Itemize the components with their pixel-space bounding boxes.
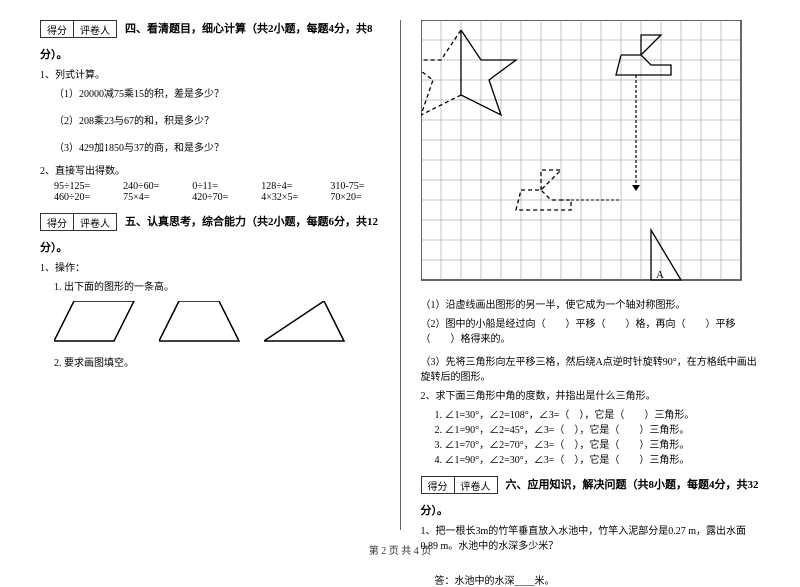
math-2-5: 70×20=: [330, 192, 379, 203]
grid-q-c: （3）先将三角形向左平移三格，然后绕A点逆时针旋转90°，在方格纸中画出旋转后的…: [421, 353, 761, 383]
section-4-title-text: 四、看清题目，细心计算（共2小题，每题4分，共8: [125, 23, 373, 35]
column-divider: [400, 20, 401, 530]
parallelogram-shape: [54, 301, 139, 346]
section-5-cont: 分）。: [40, 239, 380, 255]
score-box: 得分 评卷人: [40, 20, 117, 38]
grader-label: 评卷人: [73, 20, 117, 38]
grid-diagram: A: [421, 20, 751, 290]
grid-q-a: （1）沿虚线画出图形的另一半，使它成为一个轴对称图形。: [421, 296, 761, 311]
q1-c: （3）429加1850与37的商，和是多少？: [54, 139, 380, 154]
section-5-header: 得分 评卷人 五、认真思考，综合能力（共2小题，每题6分，共12: [40, 213, 380, 235]
grid-q-b: （2）图中的小船是经过向（ ）平移（ ）格，再向（ ）平移（ ）格得来的。: [421, 315, 761, 345]
r-q2-head: 2、求下面三角形中角的度数，并指出是什么三角形。: [421, 387, 761, 402]
r-q2-l1: 1. ∠1=30°，∠2=108°，∠3=（ ），它是（ ）三角形。: [435, 406, 761, 421]
section-4-title: 四、看清题目，细心计算（共2小题，每题4分，共8: [125, 20, 373, 36]
page-footer: 第 2 页 共 4 页: [0, 542, 800, 557]
score-label-5: 得分: [40, 213, 73, 231]
s5-q1-head: 1、操作：: [40, 259, 380, 274]
math-row-1: 95÷125= 240÷60= 0÷11= 128÷4= 310-75=: [54, 181, 380, 192]
score-box-5: 得分 评卷人: [40, 213, 117, 231]
math-1-1: 95÷125=: [54, 181, 103, 192]
r-q2-l4: 4. ∠1=90°，∠2=30°，∠3=（ ），它是（ ）三角形。: [435, 451, 761, 466]
grader-label-5: 评卷人: [73, 213, 117, 231]
math-2-1: 460÷20=: [54, 192, 103, 203]
svg-text:A: A: [656, 269, 664, 281]
section-6-title-text: 六、应用知识，解决问题（共8小题，每题4分，共32: [506, 479, 759, 491]
score-label: 得分: [40, 20, 73, 38]
math-1-4: 128÷4=: [261, 181, 310, 192]
section-6-cont: 分）。: [421, 502, 761, 518]
right-column: A （1）沿虚线画出图形的另一半，使它成为一个轴对称图形。 （2）图中的小船是经…: [421, 20, 761, 530]
math-2-2: 75×4=: [123, 192, 172, 203]
q1-b: （2）208乘23与67的和，积是多少？: [54, 112, 380, 127]
section-6-title: 六、应用知识，解决问题（共8小题，每题4分，共32: [506, 476, 759, 492]
math-2-3: 420÷70=: [192, 192, 241, 203]
score-box-6: 得分 评卷人: [421, 476, 498, 494]
score-label-6: 得分: [421, 476, 454, 494]
math-1-3: 0÷11=: [192, 181, 241, 192]
math-1-2: 240÷60=: [123, 181, 172, 192]
r-q2-l2: 2. ∠1=90°，∠2=45°，∠3=（ ），它是（ ）三角形。: [435, 421, 761, 436]
section-4-cont: 分）。: [40, 46, 380, 62]
grader-label-6: 评卷人: [454, 476, 498, 494]
section-5-title: 五、认真思考，综合能力（共2小题，每题6分，共12: [125, 213, 378, 229]
q1-head: 1、列式计算。: [40, 66, 380, 81]
section-4-header: 得分 评卷人 四、看清题目，细心计算（共2小题，每题4分，共8: [40, 20, 380, 42]
q1-a: （1）20000减75乘15的积，差是多少？: [54, 85, 380, 100]
math-row-2: 460÷20= 75×4= 420÷70= 4×32×5= 70×20=: [54, 192, 380, 203]
q2-head: 2、直接写出得数。: [40, 162, 380, 177]
r-q2-l3: 3. ∠1=70°，∠2=70°，∠3=（ ），它是（ ）三角形。: [435, 436, 761, 451]
math-2-4: 4×32×5=: [261, 192, 310, 203]
triangle-shape: [264, 301, 349, 346]
left-column: 得分 评卷人 四、看清题目，细心计算（共2小题，每题4分，共8 分）。 1、列式…: [40, 20, 380, 530]
s6-q1-ans: 答：水池中的水深____米。: [435, 572, 761, 587]
section-5-title-text: 五、认真思考，综合能力（共2小题，每题6分，共12: [125, 216, 378, 228]
trapezoid-shape: [159, 301, 244, 346]
section-6-header: 得分 评卷人 六、应用知识，解决问题（共8小题，每题4分，共32: [421, 476, 761, 498]
s5-q1-a: 1. 出下面的图形的一条高。: [54, 278, 380, 293]
shapes-row: [54, 301, 380, 346]
math-1-5: 310-75=: [330, 181, 379, 192]
s5-q1-b: 2. 要求画图填空。: [54, 354, 380, 369]
